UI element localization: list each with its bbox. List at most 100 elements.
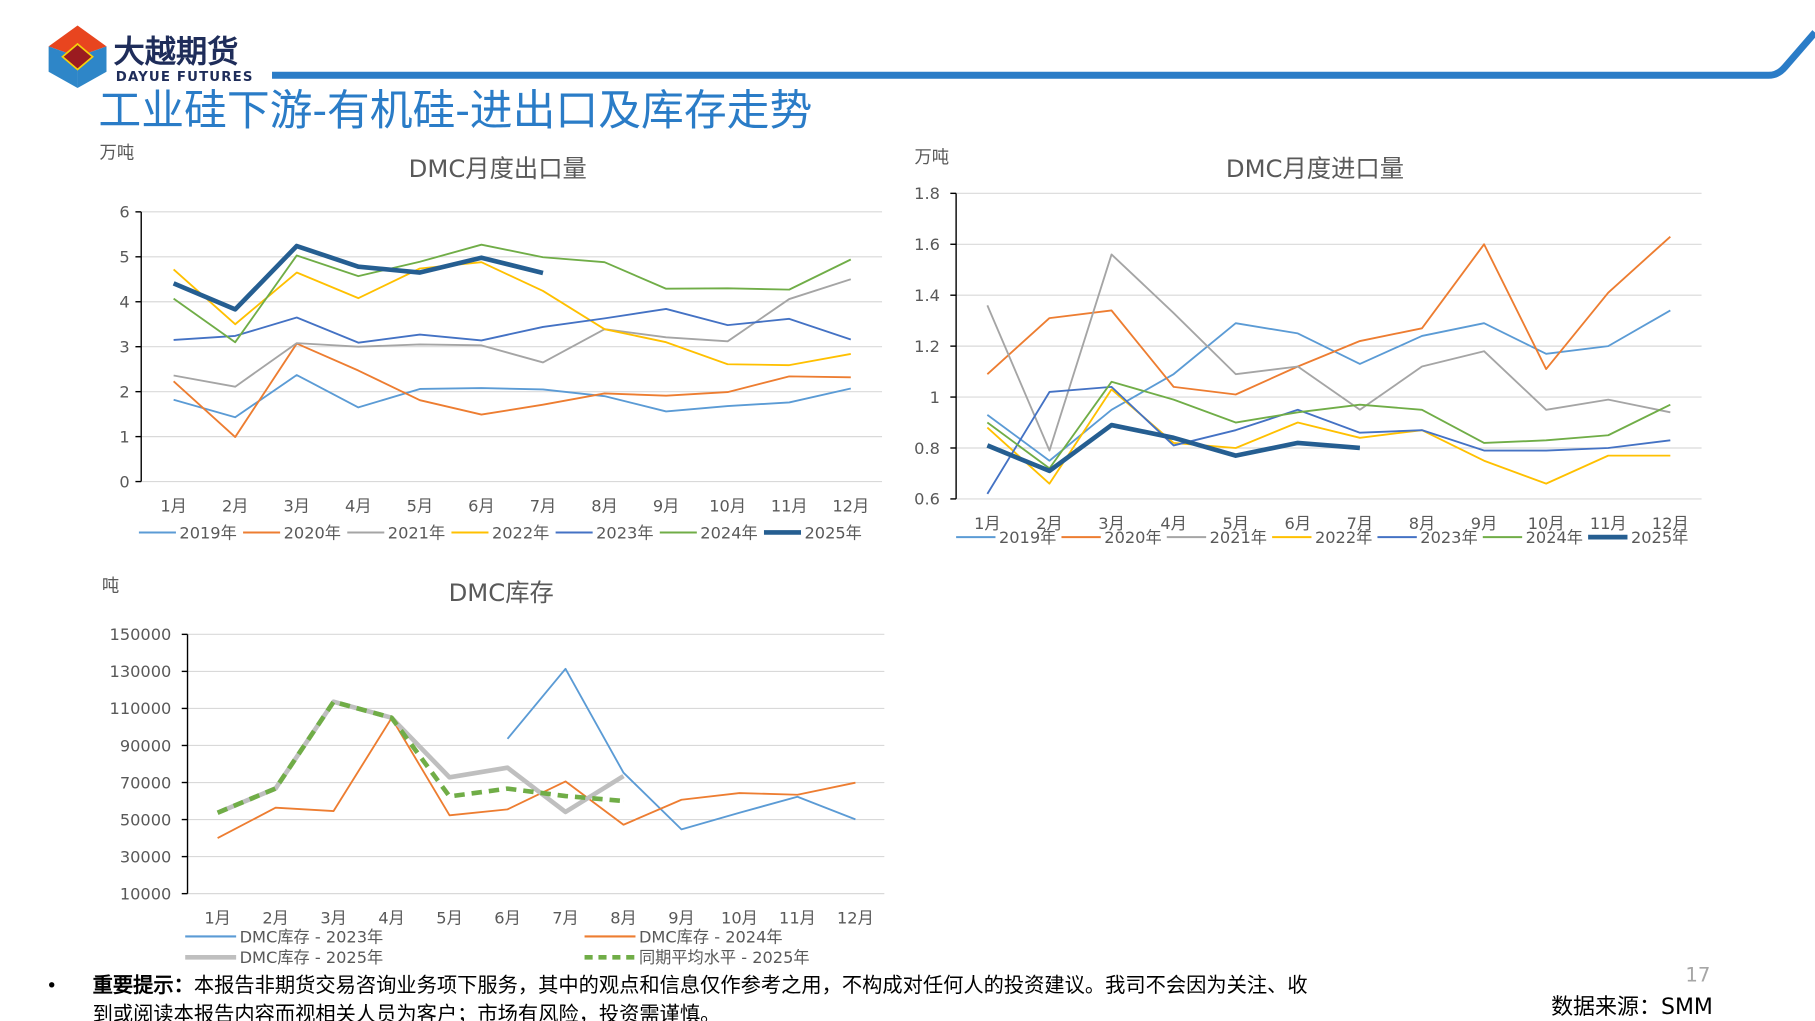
footer-bullet: • <box>46 976 57 997</box>
data-source: 数据来源：SMM <box>1551 995 1713 1020</box>
x-tick-label: 7月 <box>530 497 557 516</box>
x-tick-label: 9月 <box>1471 514 1498 533</box>
legend-label: 2020年 <box>284 523 341 542</box>
x-tick-label: 4月 <box>1160 514 1187 533</box>
logo-text-en: DAYUE FUTURES <box>116 70 254 85</box>
export-chart: DMC月度出口量 万吨 0 1 2 3 4 5 6 1月 2月 3月 4月 5月 6月 7月 8月 9月 10月 11… <box>100 144 883 542</box>
y-tick-label: 1.8 <box>914 184 940 203</box>
y-axis-unit: 万吨 <box>914 148 949 168</box>
y-tick-label: 0 <box>119 472 129 491</box>
y-tick-label: 50000 <box>120 810 172 829</box>
x-tick-label: 1月 <box>160 497 187 516</box>
inventory-chart: DMC库存 吨 10000 30000 50000 70000 90000 110000 130… <box>102 577 885 967</box>
y-tick-label: 70000 <box>120 773 172 792</box>
x-tick-label: 4月 <box>378 909 405 928</box>
series-3 <box>216 699 624 815</box>
x-tick-label: 10月 <box>709 497 746 516</box>
series-line <box>173 374 851 419</box>
x-tick-label: 10月 <box>721 909 758 928</box>
x-tick-label: 11月 <box>779 909 816 928</box>
y-tick-label: 2 <box>119 382 129 401</box>
x-tick-label: 12月 <box>1652 514 1689 533</box>
legend-label: 2019年 <box>179 523 236 542</box>
x-tick-label: 5月 <box>407 497 434 516</box>
x-tick-label: 12月 <box>832 497 869 516</box>
series-line <box>986 380 1671 470</box>
series-6 <box>172 243 544 312</box>
series-line <box>216 699 624 815</box>
y-axis-unit: 吨 <box>102 577 119 597</box>
header-bar <box>272 30 1815 79</box>
y-tick-label: 110000 <box>110 699 172 718</box>
x-tick-label: 7月 <box>1347 514 1374 533</box>
y-tick-label: 90000 <box>120 736 172 755</box>
series-line <box>216 699 625 815</box>
logo-center-icon <box>61 42 94 71</box>
disclaimer-text-1: 本报告非期货交易咨询业务项下服务，其中的观点和信息仅作参考之用，不构成对任何人的… <box>194 973 1308 997</box>
company-logo: 大越期货 DAYUE FUTURES <box>48 25 254 89</box>
chart-title: DMC月度出口量 <box>409 154 587 183</box>
x-tick-label: 5月 <box>436 909 463 928</box>
logo-text-cn: 大越期货 <box>113 35 238 71</box>
x-tick-label: 8月 <box>591 497 618 516</box>
chart-title: DMC库存 <box>449 578 554 607</box>
x-tick-label: 5月 <box>1222 514 1249 533</box>
series-line <box>986 309 1671 462</box>
x-tick-label: 1月 <box>204 909 231 928</box>
series-2 <box>173 278 852 388</box>
page-title: 工业硅下游-有机硅-进出口及库存走势 <box>98 86 812 136</box>
series-line <box>217 717 856 839</box>
y-tick-label: 0.8 <box>914 439 940 458</box>
y-tick-label: 1.6 <box>914 235 940 254</box>
import-chart: DMC月度进口量 万吨 0.6 0.8 1 1.2 1.4 1.6 1.8 1月 2月 3月 4月 5月 6… <box>914 148 1702 547</box>
legend-label: 2019年 <box>999 528 1056 547</box>
y-tick-label: 0.6 <box>914 490 940 509</box>
legend-label: 2024年 <box>1526 528 1583 547</box>
series-0 <box>506 667 856 831</box>
series-6 <box>986 422 1361 474</box>
legend-label: 2025年 <box>1631 528 1688 547</box>
series-line <box>173 308 852 344</box>
disclaimer-line-2: 到或阅读本报告内容而视相关人员为客户；市场有风险，投资需谨慎。 <box>93 1002 721 1021</box>
y-tick-label: 1.2 <box>914 337 940 356</box>
logo-top-icon <box>48 25 107 57</box>
y-tick-label: 30000 <box>120 847 172 866</box>
series-4 <box>986 385 1671 495</box>
y-tick-label: 3 <box>119 337 129 356</box>
series-line <box>173 261 851 367</box>
series-5 <box>986 380 1671 470</box>
legend-label: 2022年 <box>492 523 549 542</box>
x-tick-label: 1月 <box>974 514 1001 533</box>
series-line <box>173 278 852 388</box>
x-tick-label: 8月 <box>610 909 637 928</box>
y-tick-label: 150000 <box>110 625 172 644</box>
y-tick-label: 130000 <box>110 662 172 681</box>
series-line <box>172 243 544 312</box>
disclaimer-label: 重要提示： <box>93 973 194 997</box>
x-tick-label: 3月 <box>320 909 347 928</box>
page-number: 17 <box>1685 964 1710 987</box>
series-4 <box>173 308 852 344</box>
y-tick-label: 6 <box>119 203 129 222</box>
legend-label: 2025年 <box>804 523 861 542</box>
x-tick-label: 8月 <box>1409 514 1436 533</box>
series-line <box>986 235 1671 396</box>
series-3 <box>986 388 1671 485</box>
x-tick-label: 6月 <box>494 909 521 928</box>
y-tick-label: 1.4 <box>914 286 940 305</box>
y-tick-label: 5 <box>119 248 129 267</box>
y-tick-label: 10000 <box>120 884 172 903</box>
series-1 <box>986 235 1671 396</box>
legend-label: 2021年 <box>1210 528 1267 547</box>
x-tick-label: 11月 <box>1590 514 1627 533</box>
y-tick-label: 1 <box>930 388 940 407</box>
y-tick-label: 4 <box>119 293 129 312</box>
legend-label: 2024年 <box>700 523 757 542</box>
x-tick-label: 10月 <box>1528 514 1565 533</box>
chart-title: DMC月度进口量 <box>1226 154 1404 183</box>
x-tick-label: 6月 <box>468 497 495 516</box>
series-0 <box>173 374 851 419</box>
legend-label: 2023年 <box>596 523 653 542</box>
x-tick-label: 12月 <box>837 909 874 928</box>
